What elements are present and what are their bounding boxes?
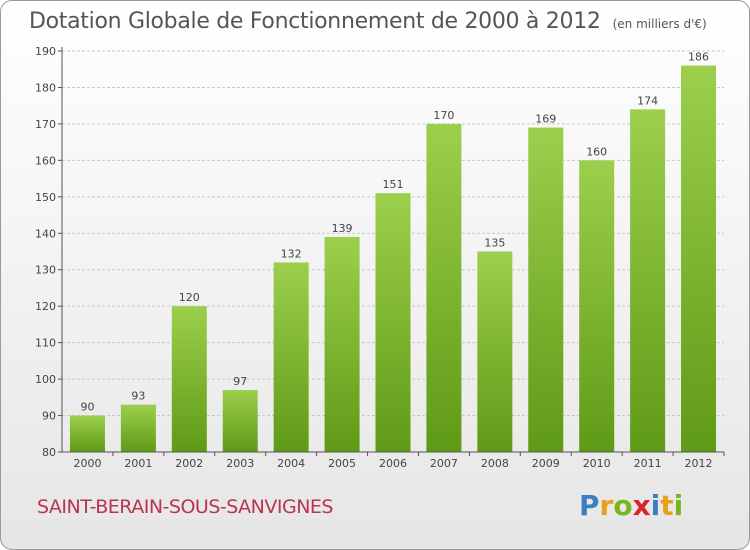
bar [681,65,717,452]
bar [630,109,666,452]
data-label: 132 [281,247,302,260]
data-label: 186 [688,51,709,64]
x-tick-label: 2000 [73,457,101,470]
y-tick-label: 160 [35,154,56,167]
data-label: 170 [433,109,454,122]
x-tick-label: 2006 [379,457,407,470]
logo-letter: i [673,489,684,522]
y-tick-label: 180 [35,81,56,94]
data-label: 135 [484,237,505,250]
bar [69,415,105,452]
y-tick-label: 140 [35,227,56,240]
data-label: 93 [131,390,145,403]
data-label: 97 [233,375,247,388]
y-tick-label: 130 [35,264,56,277]
x-tick-label: 2004 [277,457,305,470]
data-label: 90 [80,401,94,414]
bar [222,390,258,452]
y-tick-label: 150 [35,191,56,204]
logo-letter: P [579,489,600,522]
x-tick-label: 2003 [226,457,254,470]
logo-letter: i [650,489,661,522]
bars [69,65,717,453]
bar [426,123,462,452]
data-label: 174 [637,94,658,107]
bar [528,127,564,453]
chart-unit: (en milliers d'€) [612,17,707,31]
logo-letter: o [613,489,633,522]
bar [120,404,156,452]
bar [477,251,513,452]
y-tick-label: 170 [35,118,56,131]
y-tick-label: 100 [35,373,56,386]
x-tick-label: 2012 [685,457,713,470]
data-label: 151 [383,178,404,191]
bar [171,306,207,452]
x-tick-label: 2010 [583,457,611,470]
y-tick-label: 120 [35,300,56,313]
data-label: 169 [535,113,556,126]
bar [324,236,360,452]
x-tick-label: 2005 [328,457,356,470]
chart-title: Dotation Globale de Fonctionnement de 20… [29,9,707,34]
x-tick-label: 2007 [430,457,458,470]
chart-title-text: Dotation Globale de Fonctionnement de 20… [29,9,601,34]
labels: 80 90 100 110 120 130 140 150 160 170 180 190 90 2000… [35,45,713,470]
y-tick-label: 190 [35,45,56,58]
data-label: 160 [586,145,607,158]
y-tick-label: 80 [42,446,56,459]
bar [579,160,615,452]
y-tick-label: 90 [42,410,56,423]
axes [58,47,725,456]
x-tick-label: 2001 [124,457,152,470]
proxiti-logo[interactable]: Proxiti [579,489,683,522]
logo-letter: r [599,489,614,522]
y-tick-label: 110 [35,337,56,350]
data-label: 139 [332,222,353,235]
x-tick-label: 2011 [634,457,662,470]
x-tick-label: 2009 [532,457,560,470]
bar [375,193,411,452]
data-label: 120 [179,291,200,304]
logo-letter: t [660,489,674,522]
commune-name: SAINT-BERAIN-SOUS-SANVIGNES [37,496,333,518]
x-tick-label: 2002 [175,457,203,470]
logo-letter: x [632,489,651,522]
bar [273,262,309,452]
x-tick-label: 2008 [481,457,509,470]
